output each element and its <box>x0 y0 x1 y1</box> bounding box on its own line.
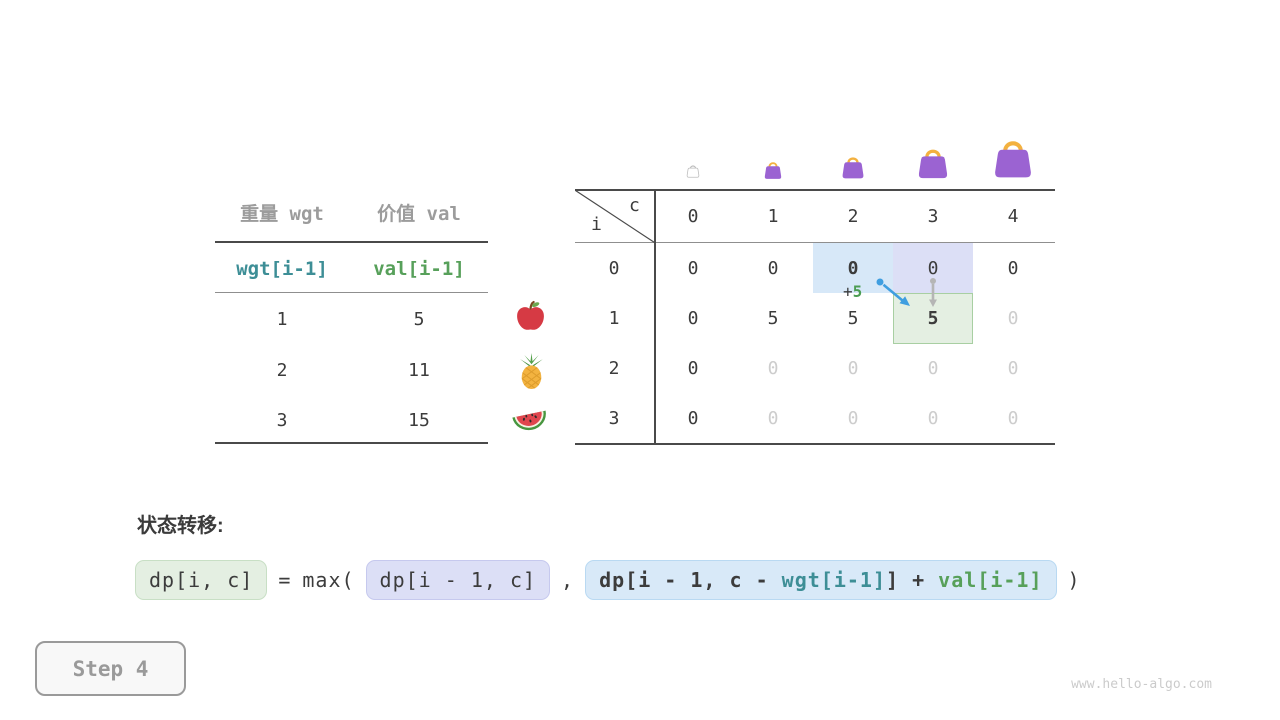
value-column-header: 价值 val <box>377 203 461 225</box>
weight-column-header: 重量 wgt <box>240 203 324 225</box>
dp-cell: 0 <box>1007 408 1019 430</box>
formula-close-paren: ) <box>1067 568 1081 592</box>
state-transition-label: 状态转移: <box>137 515 224 537</box>
item-value: 11 <box>408 360 430 381</box>
row-header: 3 <box>608 408 620 430</box>
bag-icon-capacity-2 <box>842 157 864 179</box>
dp-cell: 0 <box>1007 307 1019 329</box>
row-header: 1 <box>608 307 620 329</box>
step-indicator-button[interactable]: Step 4 <box>35 641 186 696</box>
item-variable-label: i <box>591 214 602 235</box>
plus-value-annotation: +5 <box>843 282 862 301</box>
col-header: 4 <box>1007 206 1019 227</box>
item-weight: 1 <box>276 309 288 330</box>
dp-cell: 0 <box>927 358 939 380</box>
items-table-divider-mid <box>215 292 488 293</box>
col-header: 0 <box>687 206 699 227</box>
items-table-divider-bottom <box>215 442 488 444</box>
dp-table-vertical-divider <box>654 190 656 444</box>
dp-value-grid: 0 0 0 0 0 0 5 5 5 0 0 0 0 0 0 0 0 0 0 0 <box>653 243 1053 444</box>
col-header: 1 <box>767 206 779 227</box>
formula-equals: = <box>278 568 292 592</box>
wgt-index-label: wgt[i-1] <box>236 258 328 280</box>
dp-table-border-bottom <box>575 443 1055 445</box>
col-header: 2 <box>847 206 859 227</box>
state-transition-formula: dp[i, c] = max( dp[i - 1, c] , dp[i - 1,… <box>135 560 1081 600</box>
watermelon-icon <box>512 410 546 431</box>
dp-cell: 0 <box>1007 358 1019 380</box>
bag-icon-capacity-4 <box>995 141 1031 178</box>
dp-table-border-top <box>575 189 1055 191</box>
take-mid: ] + <box>886 568 939 592</box>
dp-cell: 0 <box>687 358 699 380</box>
dp-cell: 0 <box>1007 257 1019 279</box>
item-weight: 2 <box>276 360 288 381</box>
dp-cell-source-skip: 0 <box>893 243 973 294</box>
item-value: 5 <box>413 309 425 330</box>
dp-cell: 0 <box>847 408 859 430</box>
dp-cell: 0 <box>687 307 699 329</box>
plus-sign: + <box>843 282 853 301</box>
pineapple-icon <box>520 353 543 389</box>
bag-icon-capacity-0 <box>686 165 700 178</box>
col-header: 3 <box>927 206 939 227</box>
dp-cell: 0 <box>767 358 779 380</box>
formula-max-open: max( <box>302 568 355 592</box>
take-prefix: dp[i - 1, c - <box>599 568 782 592</box>
row-header: 2 <box>608 358 620 380</box>
added-value: 5 <box>852 282 863 301</box>
val-index-label: val[i-1] <box>373 258 465 280</box>
dp-cell: 0 <box>767 408 779 430</box>
formula-take-option-box: dp[i - 1, c - wgt[i-1]] + val[i-1] <box>585 560 1057 600</box>
dp-row-headers: 0 1 2 3 <box>575 243 653 444</box>
row-header: 0 <box>608 257 620 279</box>
item-value: 15 <box>408 410 430 431</box>
dp-cell: 0 <box>927 408 939 430</box>
bag-icon-capacity-3 <box>918 149 948 179</box>
watermark-url: www.hello-algo.com <box>1071 677 1212 692</box>
dp-cell: 5 <box>847 307 859 329</box>
apple-icon <box>517 300 544 330</box>
dp-cell: 5 <box>767 307 779 329</box>
bag-icon-capacity-1 <box>764 162 782 179</box>
capacity-variable-label: c <box>629 195 640 216</box>
dp-cell: 0 <box>687 408 699 430</box>
formula-comma: , <box>561 568 575 592</box>
items-table-divider-top <box>215 241 488 243</box>
formula-result-box: dp[i, c] <box>135 560 268 600</box>
dp-cell: 0 <box>687 257 699 279</box>
dp-cell: 0 <box>847 358 859 380</box>
take-val-term: val[i-1] <box>938 568 1043 592</box>
item-weight: 3 <box>276 410 288 431</box>
formula-keep-option-box: dp[i - 1, c] <box>365 560 551 600</box>
dp-cell: 0 <box>767 257 779 279</box>
dp-cell-current: 5 <box>893 293 973 344</box>
dp-corner-cell: c i <box>575 190 655 243</box>
dp-column-headers: 0 1 2 3 4 <box>653 190 1053 243</box>
dp-table-header-divider <box>575 242 1055 243</box>
take-wgt-term: wgt[i-1] <box>781 568 886 592</box>
